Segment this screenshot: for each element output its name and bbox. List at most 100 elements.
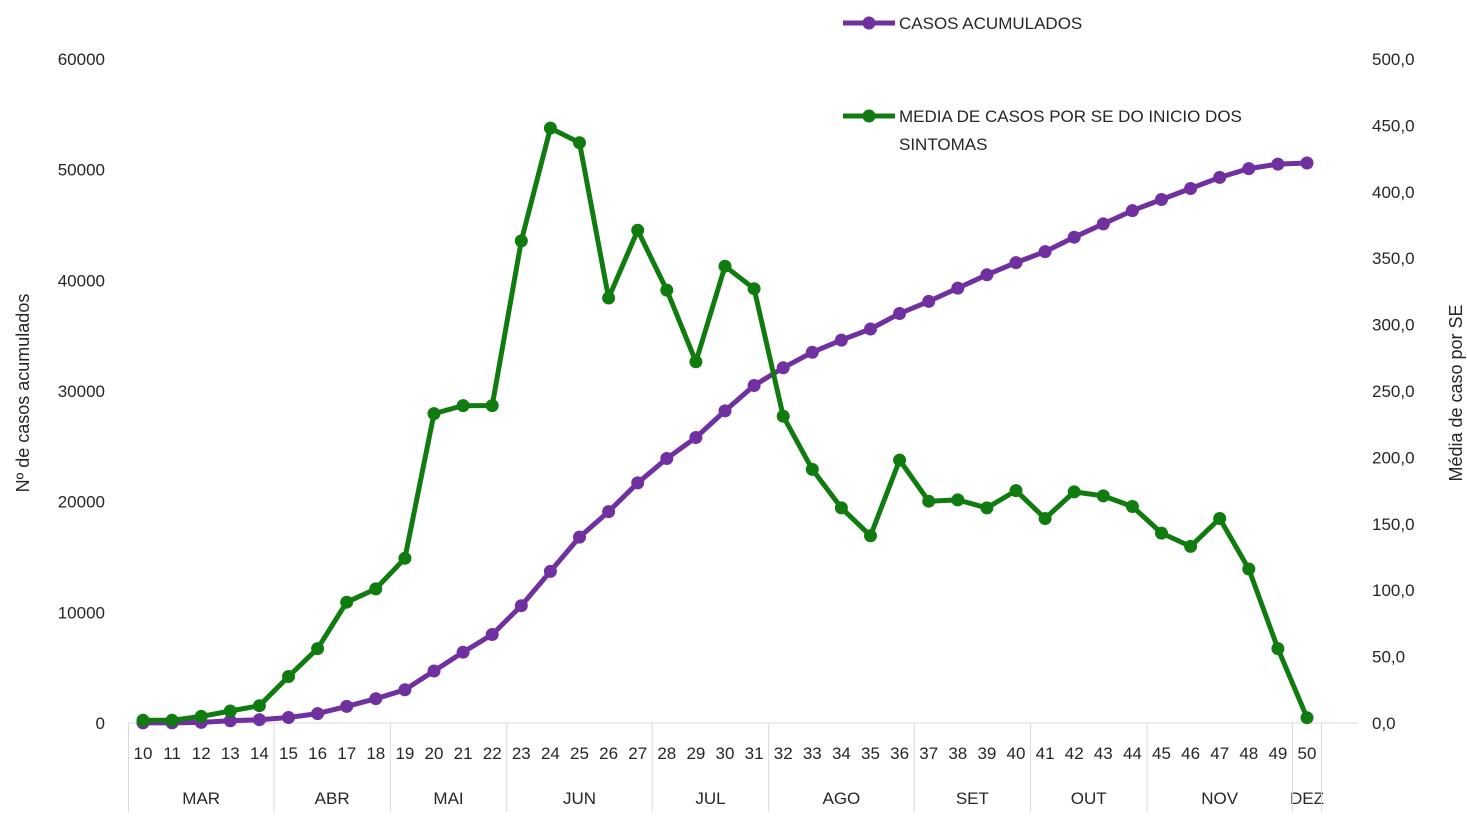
series-1-point [1009,256,1023,270]
week-tick-label: 16 [308,744,327,763]
series-1-point [1038,245,1052,259]
right-axis-title: Média de caso por SE [1446,304,1466,481]
month-label: NOV [1201,789,1239,808]
series-2-point [660,283,674,297]
week-tick-label: 17 [337,744,356,763]
series-2-point [136,713,150,727]
left-axis-tick-label: 30000 [58,382,105,401]
series-line-1 [140,160,1310,726]
series-1-point [1213,170,1227,184]
month-label: ABR [315,789,350,808]
series-2-point [456,399,470,413]
series-1-point [660,452,674,465]
series-1-point [311,707,325,721]
series-1-point [1242,162,1256,176]
series-2-point [1242,562,1256,576]
series-1-point [834,333,848,347]
week-tick-label: 21 [454,744,473,763]
week-tick-label: 20 [425,744,444,763]
series-2-point [1009,484,1023,498]
series-2-point [252,699,266,713]
series-1-point [223,714,237,728]
series-2-point [864,529,877,543]
series-1-point [951,281,965,295]
series-1-point [689,431,703,444]
week-tick-label: 50 [1298,744,1317,763]
series-1-point [602,505,616,519]
series-1-point [1096,217,1110,231]
series-2-point [543,121,557,135]
series-2-point [922,494,936,508]
week-tick-label: 48 [1239,744,1258,763]
series-2-point [427,407,441,421]
right-axis-tick-label: 100,0 [1372,581,1415,600]
week-tick-label: 13 [221,744,240,763]
month-label: MAI [433,789,463,808]
series-1-point [893,307,907,320]
week-tick-label: 23 [512,744,531,763]
series-1-point [340,699,354,713]
week-tick-label: 11 [163,744,181,763]
month-label: DEZ [1290,789,1324,808]
series-1-point [776,361,790,375]
right-axis-tick-label: 350,0 [1372,249,1415,268]
series-2-point [1155,526,1168,540]
series-2-point [834,501,848,515]
week-tick-label: 40 [1007,744,1026,763]
series-2-point [282,670,295,683]
series-1-point [456,645,470,659]
series-2-point [165,713,179,727]
week-tick-label: 29 [686,744,705,763]
left-axis-tick-label: 50000 [58,161,105,180]
right-axis-tick-label: 50,0 [1372,648,1405,667]
series-2-point [1067,485,1081,499]
week-tick-label: 33 [803,744,822,763]
week-tick-label: 37 [919,744,938,763]
week-tick-label: 34 [832,744,851,763]
legend-label-1: CASOS ACUMULADOS [899,14,1082,33]
left-axis-tick-label: 40000 [58,271,105,290]
week-tick-label: 44 [1123,744,1142,763]
series-1-point [1271,157,1285,171]
series-2-point [1300,711,1314,725]
series-2-point [893,453,907,467]
series-1-point [1067,230,1081,244]
left-axis-tick-label: 20000 [58,493,105,512]
week-tick-label: 36 [890,744,909,763]
series-2-point [514,234,528,248]
series-2-point [776,409,790,423]
series-2-point [573,136,586,150]
series-1-point [1125,204,1139,218]
series-1-point [398,683,412,697]
series-1-point [718,404,732,418]
series-1-point [1155,193,1168,206]
week-tick-label: 35 [861,744,880,763]
week-tick-label: 39 [977,744,996,763]
legend-label-2: MEDIA DE CASOS POR SE DO INICIO DOS SINTO… [899,107,1242,154]
right-axis-tick-label: 500,0 [1372,50,1415,69]
series-2-point [398,551,412,565]
week-tick-label: 26 [599,744,618,763]
legend: CASOS ACUMULADOS MEDIA DE CASOS POR SE DO… [843,14,1242,154]
right-axis-tick-label: 200,0 [1372,448,1415,467]
series-1-point [427,664,441,678]
week-tick-label: 42 [1065,744,1084,763]
legend-swatch-marker-2 [862,109,876,123]
week-tick-label: 28 [657,744,676,763]
series-1-point [805,345,819,359]
right-axis-tick-label: 300,0 [1372,316,1415,335]
series-layer [136,121,1314,730]
axes-layer: 0 10000 20000 30000 40000 50000 60000 0,0 50,0 10… [13,50,1466,812]
right-axis-tick-label: 400,0 [1372,183,1415,202]
left-axis-tick-label: 0 [96,714,105,733]
week-tick-label: 43 [1094,744,1113,763]
week-tick-label: 41 [1036,744,1055,763]
series-2-point [223,704,237,718]
series-2-point [718,259,732,273]
series-1-point [922,294,936,308]
week-tick-label: 47 [1210,744,1229,763]
week-tick-label: 10 [134,744,153,763]
series-1-point [543,564,557,578]
